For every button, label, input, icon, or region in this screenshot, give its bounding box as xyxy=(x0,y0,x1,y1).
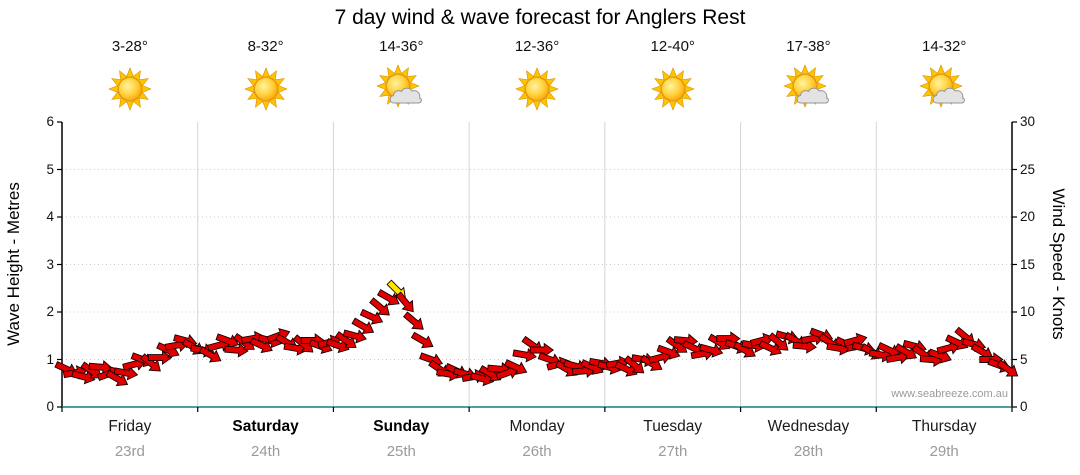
day-date: 26th xyxy=(522,443,552,460)
day-date: 23rd xyxy=(114,443,145,460)
wind-arrow xyxy=(198,346,222,363)
sun-icon xyxy=(108,67,152,111)
day-date: 29th xyxy=(929,443,959,460)
wind-arrow xyxy=(359,308,384,325)
weather-icon-partly-cloudy xyxy=(741,62,877,116)
wind-arrow xyxy=(478,365,502,382)
x-axis-day-dates: 23rd 24th 25th 26th 27th 28th 29th xyxy=(62,443,1012,460)
wind-arrow xyxy=(105,369,129,387)
wind-arrow xyxy=(376,289,400,306)
left-axis-tick-label: 0 xyxy=(46,399,54,414)
wind-arrow xyxy=(140,353,161,372)
weather-icon-partly-cloudy xyxy=(333,62,469,116)
day-name: Sunday xyxy=(373,418,430,435)
right-axis-tick-label: 10 xyxy=(1020,304,1036,319)
wind-arrow xyxy=(843,332,868,347)
wind-arrow xyxy=(758,340,782,356)
day-temp-range: 3-28° xyxy=(111,38,148,55)
wind-arrow xyxy=(927,348,952,364)
wind-arrow xyxy=(945,334,969,351)
wind-arrow xyxy=(733,341,756,358)
sun-icon xyxy=(650,67,695,111)
wind-arrow xyxy=(342,329,367,344)
day-temp-range: 12-40° xyxy=(650,38,695,55)
wind-arrow xyxy=(894,343,918,360)
day-temp-range: 14-36° xyxy=(379,38,424,55)
sun-icon xyxy=(243,67,288,111)
day-temp-range: 14-32° xyxy=(921,38,967,55)
wind-arrow xyxy=(369,297,390,316)
wind-arrow xyxy=(665,335,688,353)
right-axis-tick-label: 0 xyxy=(1020,399,1028,414)
right-axis-tick-label: 15 xyxy=(1020,256,1036,272)
cloud-icon xyxy=(797,87,830,104)
right-axis-label: Wind Speed - Knots xyxy=(1049,188,1068,340)
day-temp-range: 8-32° xyxy=(247,38,284,55)
wind-arrow xyxy=(529,342,554,358)
watermark: www.seabreeze.com.au xyxy=(891,388,1008,400)
right-axis-tick-label: 30 xyxy=(1020,114,1036,129)
weather-icons-row xyxy=(62,62,1012,116)
wind-arrow xyxy=(996,359,1019,377)
wind-arrow xyxy=(148,350,173,365)
day-date: 25th xyxy=(386,443,416,460)
day-temp-range: 17-38° xyxy=(786,38,831,55)
wind-arrow xyxy=(395,291,414,313)
weather-icon-sunny xyxy=(469,62,605,116)
left-axis-tick-label: 3 xyxy=(46,256,54,272)
wind-arrow xyxy=(334,331,357,349)
day-date: 27th xyxy=(658,443,688,460)
weather-icon-partly-cloudy xyxy=(876,62,1012,116)
temperature-row: 3-28° 8-32° 14-36° 12-36° 12-40° 17-38° … xyxy=(62,38,1012,55)
day-temp-range: 12-36° xyxy=(514,38,560,55)
wind-arrow xyxy=(410,331,434,349)
day-name: Saturday xyxy=(232,418,299,435)
x-axis-day-names: Friday Saturday Sunday Monday Tuesday We… xyxy=(62,418,1012,436)
weather-icon-sunny xyxy=(62,62,198,116)
day-name: Wednesday xyxy=(767,418,850,435)
left-axis-label: Wave Height - Metres xyxy=(4,182,23,346)
chart-title: 7 day wind & wave forecast for Anglers R… xyxy=(334,6,746,29)
right-axis-tick-label: 25 xyxy=(1020,161,1036,177)
wind-arrow xyxy=(113,365,139,381)
cloud-icon xyxy=(389,87,423,104)
right-axis-tick-label: 5 xyxy=(1020,351,1028,367)
day-name: Thursday xyxy=(911,418,977,435)
day-name: Monday xyxy=(509,418,565,435)
cloud-icon xyxy=(932,87,966,104)
right-axis-tick-label: 20 xyxy=(1020,209,1036,224)
wind-arrow xyxy=(749,332,775,347)
sun-icon xyxy=(515,67,559,111)
left-axis-tick-label: 1 xyxy=(46,351,54,367)
day-name: Friday xyxy=(108,418,152,435)
weather-icon-sunny xyxy=(198,62,334,116)
left-axis-tick-label: 4 xyxy=(46,209,54,224)
day-name: Tuesday xyxy=(643,418,703,435)
left-axis-tick-label: 5 xyxy=(46,161,54,177)
wind-arrow xyxy=(351,317,375,334)
day-date: 28th xyxy=(793,443,824,460)
left-axis-tick-label: 6 xyxy=(46,114,54,129)
wind-arrow xyxy=(403,311,424,330)
wind-arrow xyxy=(224,342,249,358)
wind-arrow xyxy=(215,333,240,349)
wind-arrow xyxy=(698,343,724,358)
weather-icon-sunny xyxy=(605,62,741,116)
wind-arrow xyxy=(623,355,645,374)
left-axis-tick-label: 2 xyxy=(46,304,54,319)
day-date: 24th xyxy=(250,443,281,460)
wind-arrow xyxy=(503,359,528,375)
wind-arrow xyxy=(656,344,681,360)
wind-arrow xyxy=(767,332,789,351)
wind-arrow xyxy=(71,370,96,385)
